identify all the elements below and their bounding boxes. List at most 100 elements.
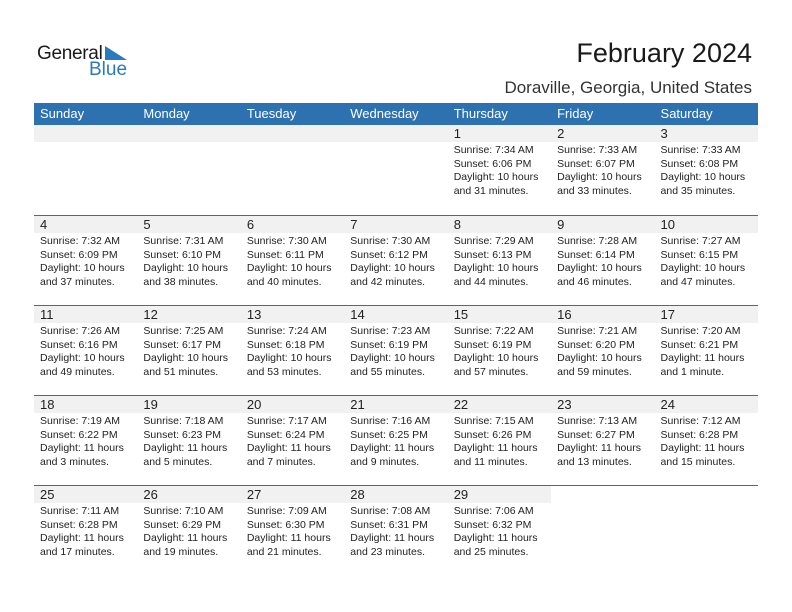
- week-row: 11 Sunrise: 7:26 AM Sunset: 6:16 PM Dayligh…: [34, 305, 758, 396]
- logo-word-blue: Blue: [89, 59, 128, 80]
- day-number: 3: [654, 125, 758, 142]
- sunset-text: Sunset: 6:22 PM: [40, 428, 118, 441]
- day-number: 12: [137, 306, 241, 323]
- sun-info: Sunrise: 7:06 AM Sunset: 6:32 PM Daylight:…: [448, 503, 551, 559]
- daylight-minutes-text: and 37 minutes.: [40, 275, 115, 288]
- sunrise-text: Sunrise: 7:29 AM: [453, 235, 534, 247]
- sun-info: Sunrise: 7:16 AM Sunset: 6:25 PM Daylight:…: [344, 413, 447, 469]
- sunrise-text: Sunrise: 7:30 AM: [350, 235, 431, 247]
- daylight-text: Daylight: 11 hours: [40, 532, 124, 544]
- day-number: 14: [344, 306, 448, 323]
- sunset-text: Sunset: 6:15 PM: [660, 248, 739, 261]
- daylight-minutes-text: and 51 minutes.: [143, 365, 219, 378]
- daylight-text: Daylight: 11 hours: [350, 442, 435, 454]
- daylight-text: Daylight: 10 hours: [557, 171, 642, 183]
- weekday-saturday: Saturday: [660, 106, 713, 121]
- sunrise-text: Sunrise: 7:20 AM: [660, 325, 741, 337]
- empty-day-cell: [240, 125, 345, 215]
- day-number: 23: [551, 396, 655, 413]
- day-cell: 24 Sunrise: 7:12 AM Sunset: 6:28 PM Dayligh…: [654, 396, 758, 486]
- sunrise-text: Sunrise: 7:22 AM: [453, 325, 534, 337]
- daylight-minutes-text: and 47 minutes.: [660, 275, 736, 288]
- daylight-minutes-text: and 53 minutes.: [246, 365, 322, 378]
- sun-info: Sunrise: 7:23 AM Sunset: 6:19 PM Daylight:…: [344, 323, 447, 379]
- daylight-text: Daylight: 10 hours: [143, 262, 229, 274]
- location-subtitle: Doraville, Georgia, United States: [504, 78, 752, 97]
- weekday-monday: Monday: [143, 106, 190, 121]
- daylight-minutes-text: and 13 minutes.: [557, 455, 632, 468]
- day-number: 15: [447, 306, 552, 323]
- sunset-text: Sunset: 6:32 PM: [453, 518, 532, 531]
- day-number: 9: [551, 216, 655, 233]
- sunset-text: Sunset: 6:14 PM: [557, 248, 635, 261]
- day-number: 17: [654, 306, 758, 323]
- sun-info: Sunrise: 7:08 AM Sunset: 6:31 PM Daylight:…: [344, 503, 447, 559]
- daylight-minutes-text: and 3 minutes.: [40, 455, 109, 468]
- daylight-text: Daylight: 10 hours: [350, 262, 435, 274]
- sunrise-text: Sunrise: 7:18 AM: [143, 415, 224, 427]
- day-cell: 13 Sunrise: 7:24 AM Sunset: 6:18 PM Dayligh…: [240, 306, 345, 396]
- sun-info: Sunrise: 7:30 AM Sunset: 6:12 PM Daylight:…: [344, 233, 447, 289]
- daylight-minutes-text: and 21 minutes.: [246, 545, 322, 558]
- day-cell: 3 Sunrise: 7:33 AM Sunset: 6:08 PM Daylight…: [654, 125, 758, 215]
- sun-info: Sunrise: 7:32 AM Sunset: 6:09 PM Daylight:…: [34, 233, 137, 289]
- day-cell: 22 Sunrise: 7:15 AM Sunset: 6:26 PM Dayligh…: [447, 396, 552, 486]
- sunrise-text: Sunrise: 7:19 AM: [40, 415, 120, 427]
- page-title: February 2024: [576, 38, 752, 68]
- day-number: 16: [551, 306, 655, 323]
- day-number: 28: [344, 486, 448, 503]
- daylight-text: Daylight: 10 hours: [453, 262, 539, 274]
- day-cell: 14 Sunrise: 7:23 AM Sunset: 6:19 PM Dayligh…: [344, 306, 448, 396]
- date-band: [344, 125, 448, 142]
- daylight-text: Daylight: 11 hours: [660, 352, 745, 364]
- sunset-text: Sunset: 6:19 PM: [350, 338, 428, 351]
- sunrise-text: Sunrise: 7:28 AM: [557, 235, 638, 247]
- day-cell: 7 Sunrise: 7:30 AM Sunset: 6:12 PM Daylight…: [344, 216, 448, 306]
- sun-info: Sunrise: 7:15 AM Sunset: 6:26 PM Daylight:…: [448, 413, 551, 469]
- day-number: 10: [654, 216, 758, 233]
- sunset-text: Sunset: 6:10 PM: [143, 248, 222, 261]
- sunrise-text: Sunrise: 7:27 AM: [660, 235, 741, 247]
- daylight-text: Daylight: 10 hours: [350, 352, 435, 364]
- day-cell: 11 Sunrise: 7:26 AM Sunset: 6:16 PM Dayligh…: [34, 306, 138, 396]
- sunset-text: Sunset: 6:11 PM: [246, 248, 324, 261]
- sun-info: Sunrise: 7:34 AM Sunset: 6:06 PM Daylight:…: [448, 142, 551, 198]
- sun-info: Sunrise: 7:20 AM Sunset: 6:21 PM Daylight:…: [655, 323, 758, 379]
- empty-day-cell: [551, 486, 654, 576]
- day-cell: 19 Sunrise: 7:18 AM Sunset: 6:23 PM Dayligh…: [137, 396, 241, 486]
- sun-info: Sunrise: 7:24 AM Sunset: 6:18 PM Daylight:…: [241, 323, 344, 379]
- sunrise-text: Sunrise: 7:33 AM: [660, 144, 741, 156]
- day-number: 5: [137, 216, 241, 233]
- day-cell: 20 Sunrise: 7:17 AM Sunset: 6:24 PM Dayligh…: [240, 396, 345, 486]
- weekday-friday: Friday: [557, 106, 594, 121]
- sun-info: Sunrise: 7:31 AM Sunset: 6:10 PM Daylight:…: [137, 233, 240, 289]
- sunrise-text: Sunrise: 7:31 AM: [143, 235, 224, 247]
- sunrise-text: Sunrise: 7:17 AM: [246, 415, 327, 427]
- logo-triangle-icon: [105, 46, 127, 60]
- daylight-minutes-text: and 23 minutes.: [350, 545, 425, 558]
- sunrise-text: Sunrise: 7:10 AM: [143, 505, 224, 517]
- daylight-text: Daylight: 11 hours: [453, 442, 538, 454]
- sunset-text: Sunset: 6:13 PM: [453, 248, 532, 261]
- daylight-minutes-text: and 59 minutes.: [557, 365, 632, 378]
- day-number: 2: [551, 125, 655, 142]
- day-number: 4: [34, 216, 138, 233]
- day-cell: 10 Sunrise: 7:27 AM Sunset: 6:15 PM Dayligh…: [654, 216, 758, 306]
- sun-info: Sunrise: 7:09 AM Sunset: 6:30 PM Daylight:…: [241, 503, 344, 559]
- sunset-text: Sunset: 6:23 PM: [143, 428, 222, 441]
- daylight-text: Daylight: 11 hours: [143, 532, 228, 544]
- daylight-text: Daylight: 10 hours: [246, 352, 332, 364]
- sunrise-text: Sunrise: 7:23 AM: [350, 325, 431, 337]
- sun-info: Sunrise: 7:10 AM Sunset: 6:29 PM Daylight:…: [137, 503, 240, 559]
- sunset-text: Sunset: 6:24 PM: [246, 428, 325, 441]
- day-number: 8: [447, 216, 552, 233]
- sun-info: Sunrise: 7:29 AM Sunset: 6:13 PM Daylight:…: [448, 233, 551, 289]
- day-cell: 18 Sunrise: 7:19 AM Sunset: 6:22 PM Dayligh…: [34, 396, 138, 486]
- generalblue-logo: General Blue: [37, 43, 132, 83]
- logo-word-general: General: [37, 43, 103, 64]
- sunrise-text: Sunrise: 7:06 AM: [453, 505, 534, 517]
- day-cell: 27 Sunrise: 7:09 AM Sunset: 6:30 PM Dayligh…: [240, 486, 345, 576]
- day-cell: 26 Sunrise: 7:10 AM Sunset: 6:29 PM Dayligh…: [137, 486, 241, 576]
- daylight-text: Daylight: 10 hours: [453, 171, 539, 183]
